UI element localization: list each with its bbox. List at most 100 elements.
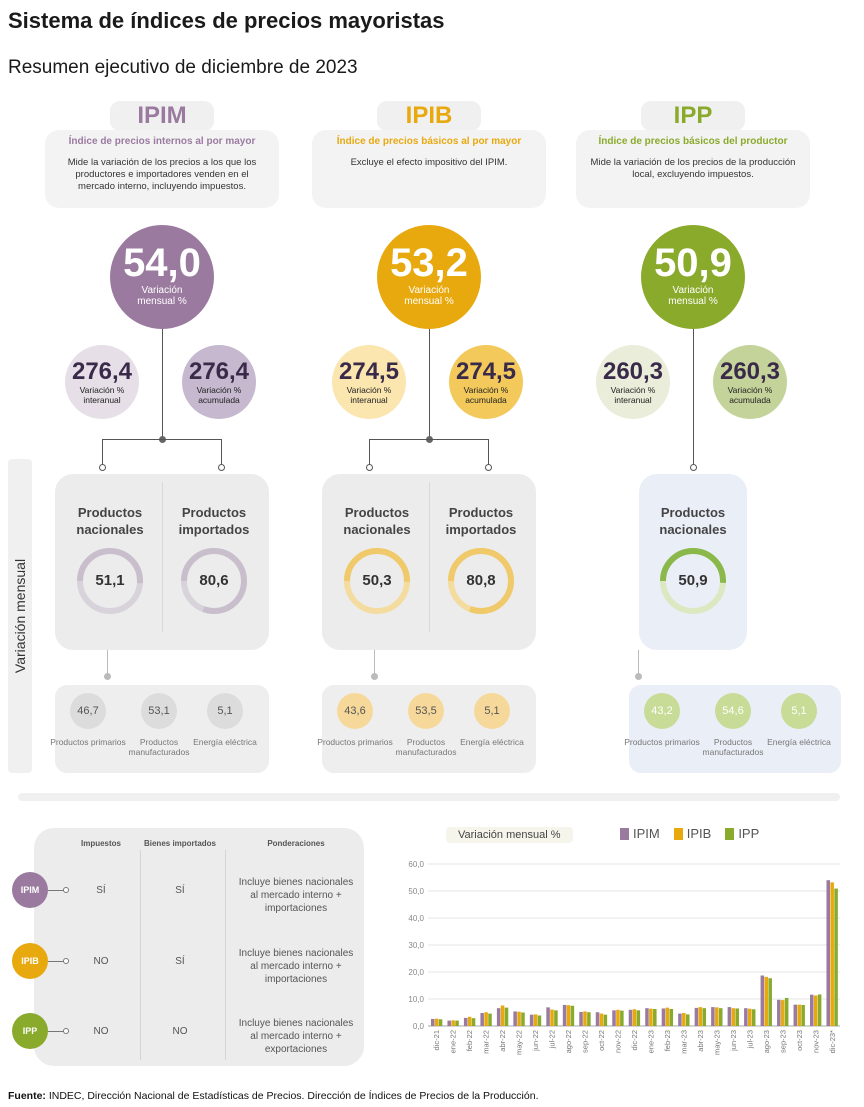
- x-tick-label: feb-23: [663, 1030, 672, 1051]
- bar-ipp: [653, 1008, 657, 1026]
- ipim-annual-value: 276,4: [71, 358, 133, 385]
- legend-swatch-ipib: [673, 827, 683, 840]
- table-header-1: Bienes importados: [143, 839, 216, 848]
- ipib-monthly-value: 53,2: [390, 241, 468, 285]
- ipp-sub-connector: [638, 650, 639, 675]
- ipib-sub-connector-dot: [371, 673, 378, 680]
- ipp-annual-label: Variación % interanual: [610, 385, 656, 405]
- x-tick-label: jun-23: [729, 1030, 738, 1052]
- ipp-impuestos: NO: [93, 1026, 109, 1037]
- ipib-table-link: [48, 961, 66, 962]
- bar-ipp: [570, 1005, 575, 1026]
- bar-ipib: [665, 1007, 670, 1026]
- ipib-annual-circle: 274,5 Variación % interanual: [332, 345, 406, 419]
- ipib-product-title-1: Productos importados: [445, 505, 517, 537]
- ipp-connector-end: [690, 464, 697, 471]
- ipp-ponderaciones: Incluye bienes nacionales al mercado int…: [238, 1018, 354, 1055]
- ipp-connector-line: [693, 329, 694, 465]
- ipib-monthly-label: Variación mensual %: [404, 285, 454, 307]
- bar-ipib: [533, 1014, 538, 1026]
- ipp-breakdown-label-2: Energía eléctrica: [767, 737, 831, 747]
- ipib-ponderaciones: Incluye bienes nacionales al mercado int…: [238, 948, 354, 985]
- ipim-product-value-0: 51,1: [95, 572, 125, 589]
- x-tick-label: oct-22: [597, 1030, 606, 1051]
- bar-ipib: [649, 1008, 653, 1026]
- source-text: INDEC, Dirección Nacional de Estadística…: [48, 1090, 539, 1102]
- bar-ipib: [500, 1005, 505, 1026]
- legend-label-ipim: IPIM: [633, 826, 660, 841]
- bar-ipib: [748, 1008, 752, 1026]
- bar-ipp: [702, 1008, 707, 1026]
- ipim-monthly-circle: 54,0 Variación mensual %: [110, 225, 214, 329]
- bar-ipp: [751, 1009, 756, 1026]
- bar-ipib: [632, 1009, 637, 1026]
- ipim-importados: SÍ: [175, 885, 185, 896]
- ipib-importados: SÍ: [175, 956, 185, 967]
- y-tick-label: 20,0: [408, 968, 424, 977]
- bar-ipim: [727, 1007, 732, 1026]
- bar-ipib: [682, 1013, 686, 1026]
- x-tick-label: nov-22: [614, 1030, 623, 1053]
- ipib-impuestos: NO: [93, 956, 109, 967]
- ipim-name: IPIM: [110, 101, 214, 131]
- legend-item-ipp: IPP: [725, 826, 759, 841]
- bar-ipp: [488, 1013, 492, 1026]
- ipp-breakdown-label-0: Productos primarios: [624, 737, 700, 747]
- bar-ipp: [504, 1007, 509, 1026]
- table-header-0: Impuestos: [80, 839, 121, 848]
- ipim-ponderaciones: Incluye bienes nacionales al mercado int…: [238, 877, 354, 914]
- ipib-accumulated-circle: 274,5 Variación % acumulada: [449, 345, 523, 419]
- bar-ipp: [620, 1010, 624, 1026]
- x-tick-label: mar-22: [482, 1030, 491, 1054]
- ipim-description-box: Índice de precios internos al por mayor M…: [45, 130, 279, 208]
- ipp-breakdown-value-1: 54,6: [715, 693, 751, 729]
- ipim-breakdown-label-2: Energía eléctrica: [193, 737, 257, 747]
- bar-ipp: [636, 1010, 641, 1026]
- x-tick-label: dic-21: [432, 1030, 441, 1050]
- bar-ipim: [678, 1013, 682, 1026]
- bar-ipim: [711, 1007, 715, 1026]
- ipib-name: IPIB: [377, 101, 481, 131]
- bar-ipim: [760, 975, 765, 1026]
- ipib-description: Excluye el efecto impositivo del IPIM.: [350, 157, 508, 168]
- bar-ipim: [810, 994, 814, 1026]
- ipp-accumulated-circle: 260,3 Variación % acumulada: [713, 345, 787, 419]
- ipim-product-title-1: Productos importados: [178, 505, 250, 537]
- bar-ipim: [744, 1008, 748, 1026]
- bar-ipp: [438, 1019, 443, 1026]
- ipp-annual-circle: 260,3 Variación % interanual: [596, 345, 670, 419]
- bar-ipib: [698, 1007, 703, 1026]
- ipim-description: Mide la variación de los precios a los q…: [67, 157, 257, 192]
- ipim-table-badge: IPIM: [12, 872, 48, 908]
- ipib-breakdown-value-2: 5,1: [474, 693, 510, 729]
- ipib-connector-left: [369, 439, 370, 465]
- ipim-accumulated-label: Variación % acumulada: [196, 385, 242, 405]
- ipim-monthly-label: Variación mensual %: [137, 285, 187, 307]
- ipim-annual-label: Variación % interanual: [79, 385, 125, 405]
- ipim-full-name: Índice de precios internos al por mayor: [68, 136, 256, 147]
- y-tick-label: 60,0: [408, 860, 424, 869]
- monthly-variation-chart: 0,0 10,0 20,0 30,0 40,0 50,0 60,0 dic-21 ene-22 f…: [408, 860, 840, 1055]
- ipib-connector-end-right: [485, 464, 492, 471]
- ipim-monthly-value: 54,0: [123, 241, 201, 285]
- bar-ipp: [817, 994, 822, 1026]
- ipp-accumulated-label: Variación % acumulada: [727, 385, 773, 405]
- bar-ipim: [430, 1018, 435, 1026]
- page-title: Sistema de índices de precios mayoristas: [8, 8, 445, 33]
- y-tick-label: 10,0: [408, 995, 424, 1004]
- ipp-importados: NO: [172, 1026, 188, 1037]
- bar-ipib: [517, 1011, 521, 1026]
- x-tick-label: jun-22: [531, 1030, 540, 1052]
- x-tick-label: may-23: [712, 1030, 721, 1055]
- bar-ipp: [801, 1004, 805, 1026]
- ipp-full-name: Índice de precios básicos del productor: [598, 136, 788, 147]
- chart-title: Variación mensual %: [446, 827, 573, 843]
- y-tick-label: 40,0: [408, 914, 424, 923]
- side-label: Variación mensual: [12, 558, 29, 674]
- ipim-breakdown-value-0: 46,7: [70, 693, 106, 729]
- bar-ipib: [830, 882, 834, 1026]
- ipp-accumulated-value: 260,3: [719, 358, 781, 385]
- legend-label-ipp: IPP: [738, 826, 760, 841]
- bar-ipib: [451, 1020, 455, 1026]
- bar-ipib: [566, 1005, 571, 1026]
